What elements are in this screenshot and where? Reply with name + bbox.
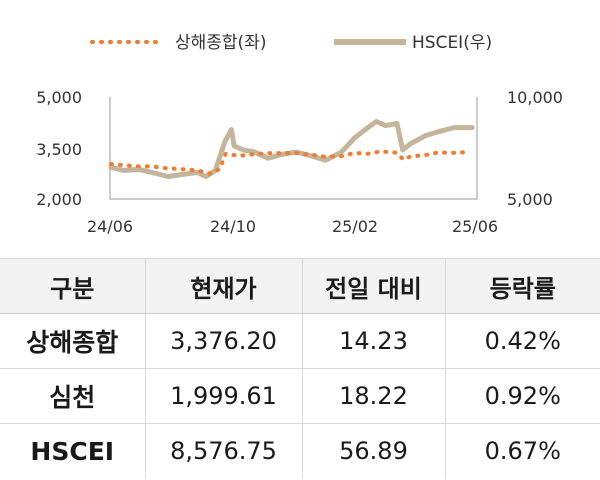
- y-left-tick-label: 2,000: [36, 190, 82, 209]
- col-header-rate: 등락률: [445, 258, 600, 314]
- col-header-category: 구분: [0, 258, 146, 314]
- row-label: 심천: [0, 368, 146, 424]
- table-row: 심천 1,999.61 18.22 0.92%: [0, 368, 600, 424]
- y-right-axis: 10,000 5,000: [507, 88, 563, 209]
- x-tick-label: 24/10: [210, 217, 256, 236]
- chart-legend: 상해종합(좌) HSCEI(우): [90, 33, 492, 53]
- x-tick-label: 24/06: [87, 217, 133, 236]
- cell-rate: 0.42%: [445, 313, 600, 369]
- y-right-tick-label: 5,000: [507, 190, 553, 209]
- x-tick-label: 25/02: [332, 217, 378, 236]
- row-label: 상해종합: [0, 313, 146, 369]
- table-row: 상해종합 3,376.20 14.23 0.42%: [0, 313, 600, 369]
- cell-price: 8,576.75: [145, 423, 303, 479]
- x-axis: 24/06 24/10 25/02 25/06: [87, 217, 498, 236]
- cell-price: 1,999.61: [145, 368, 303, 424]
- x-tick-label: 25/06: [452, 217, 498, 236]
- col-header-change: 전일 대비: [302, 258, 446, 314]
- table-row: HSCEI 8,576.75 56.89 0.67%: [0, 423, 600, 479]
- series-line-hscei: [108, 119, 475, 180]
- col-header-price: 현재가: [145, 258, 303, 314]
- row-label: HSCEI: [0, 423, 146, 479]
- cell-rate: 0.67%: [484, 437, 561, 466]
- plot-area: [108, 119, 475, 180]
- cell-change: 14.23: [302, 313, 446, 369]
- cell-rate: 0.92%: [445, 368, 600, 424]
- table-header-row: 구분 현재가 전일 대비 등락률: [0, 258, 600, 314]
- y-left-axis: 5,000 3,500 2,000: [36, 88, 82, 209]
- y-left-tick-label: 3,500: [36, 140, 82, 159]
- line-chart-svg: 상해종합(좌) HSCEI(우) 5,000 3,500 2,000 10,00…: [36, 33, 563, 236]
- cell-change: 18.22: [302, 368, 446, 424]
- legend-label-hscei: HSCEI(우): [412, 33, 492, 53]
- cell-change: 56.89: [302, 423, 446, 479]
- series-line-shanghai: [108, 149, 470, 176]
- index-chart: 상해종합(좌) HSCEI(우) 5,000 3,500 2,000 10,00…: [36, 33, 563, 236]
- cell-price: 3,376.20: [145, 313, 303, 369]
- y-left-tick-label: 5,000: [36, 88, 82, 107]
- legend-label-shanghai: 상해종합(좌): [175, 33, 266, 53]
- index-table: 구분 현재가 전일 대비 등락률 상해종합 3,376.20 14.23 0.4…: [0, 258, 600, 479]
- y-right-tick-label: 10,000: [507, 88, 563, 107]
